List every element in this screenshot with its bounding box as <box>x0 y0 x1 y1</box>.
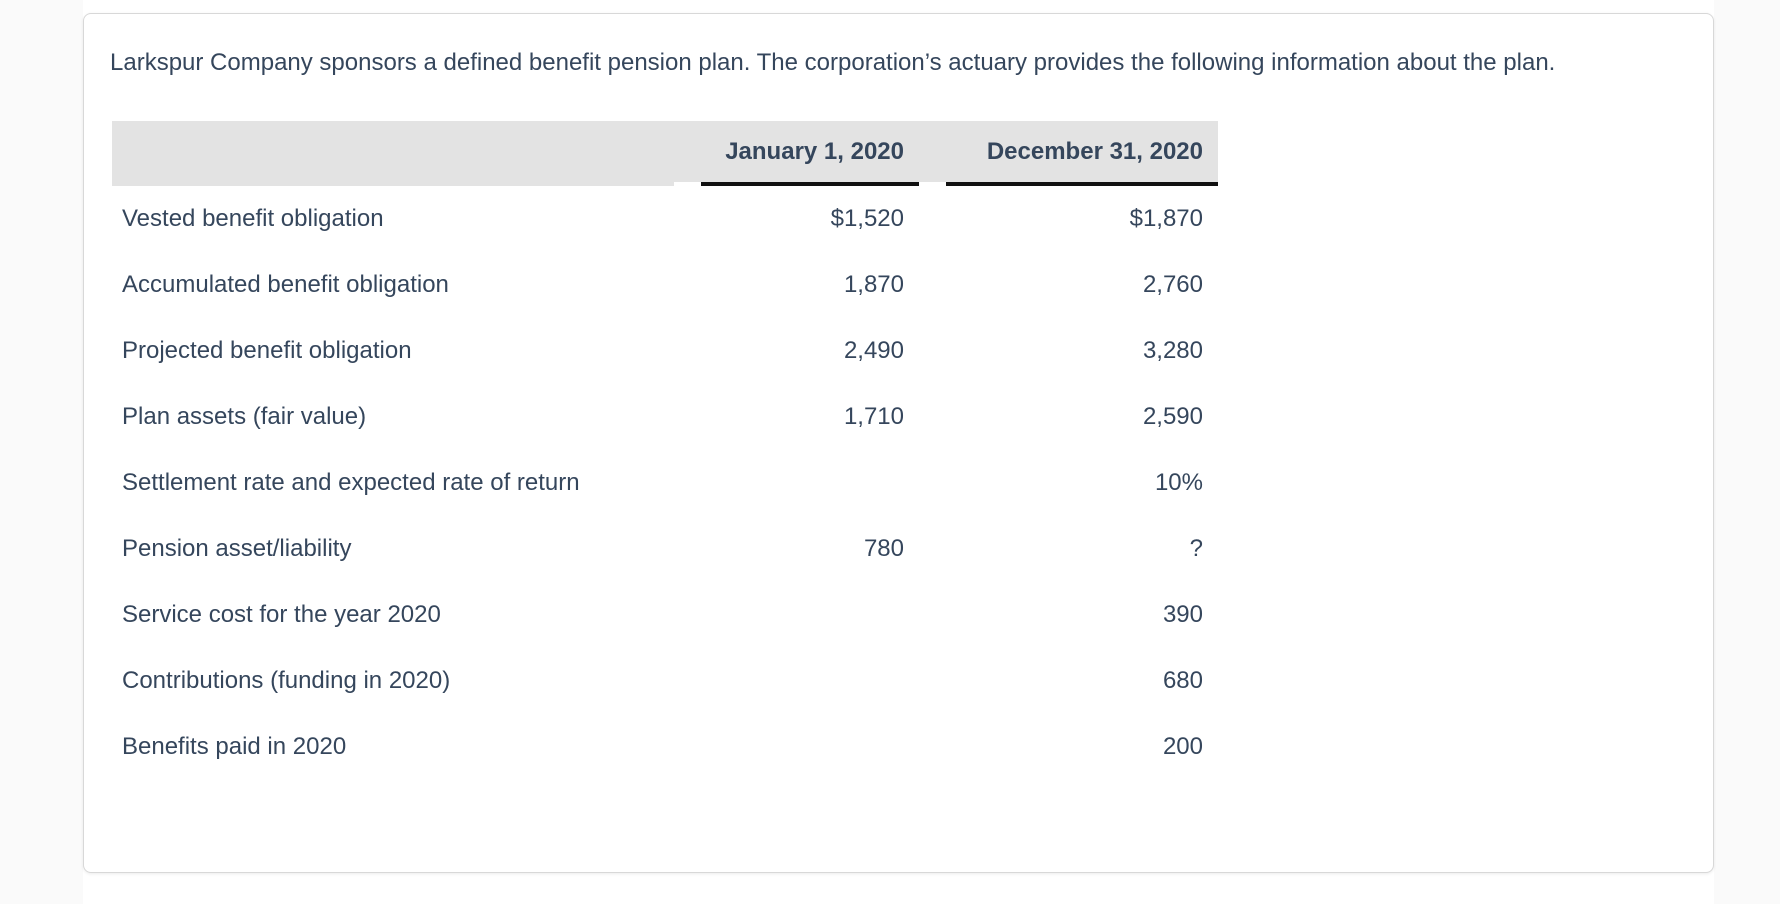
jan1-value: $1,520 <box>830 205 904 232</box>
left-gutter <box>0 0 83 904</box>
table-row: Service cost for the year 2020 390 <box>112 582 1218 648</box>
jan1-value: 1,710 <box>843 403 904 430</box>
question-card: Larkspur Company sponsors a defined bene… <box>83 13 1714 873</box>
row-label: Pension asset/liability <box>122 535 352 562</box>
dec31-value: 3,280 <box>1142 337 1203 364</box>
table-header-row: January 1, 2020 December 31, 2020 <box>112 121 1218 186</box>
table-row: Plan assets (fair value) 1,710 2,590 <box>112 384 1218 450</box>
row-label: Contributions (funding in 2020) <box>122 667 451 694</box>
dec31-value: 680 <box>1162 667 1203 694</box>
row-label: Benefits paid in 2020 <box>122 733 347 760</box>
table-row: Pension asset/liability 780 ? <box>112 516 1218 582</box>
table-row: Settlement rate and expected rate of ret… <box>112 450 1218 516</box>
pension-table: January 1, 2020 December 31, 2020 Vested… <box>112 121 1218 780</box>
row-label: Accumulated benefit obligation <box>122 271 449 298</box>
table-row: Benefits paid in 2020 200 <box>112 714 1218 780</box>
jan1-value <box>701 582 919 648</box>
dec31-value: 200 <box>1162 733 1203 760</box>
dec31-value: 2,760 <box>1142 271 1203 298</box>
dec31-value: 390 <box>1162 601 1203 628</box>
dec31-value: 2,590 <box>1142 403 1203 430</box>
dec31-value: $1,870 <box>1129 205 1203 232</box>
dec31-value: 10% <box>1154 469 1203 496</box>
header-january-1-2020: January 1, 2020 <box>701 121 919 186</box>
row-label: Service cost for the year 2020 <box>122 601 441 628</box>
jan1-value <box>701 450 919 516</box>
jan1-value: 1,870 <box>843 271 904 298</box>
jan1-value <box>701 714 919 780</box>
question-intro-text: Larkspur Company sponsors a defined bene… <box>110 49 1556 76</box>
row-label: Vested benefit obligation <box>122 205 384 232</box>
table-row: Projected benefit obligation 2,490 3,280 <box>112 318 1218 384</box>
dec31-value: ? <box>1189 535 1203 562</box>
row-label: Plan assets (fair value) <box>122 403 367 430</box>
jan1-value: 2,490 <box>843 337 904 364</box>
jan1-value: 780 <box>863 535 904 562</box>
table-row: Contributions (funding in 2020) 680 <box>112 648 1218 714</box>
row-label: Projected benefit obligation <box>122 337 412 364</box>
jan1-value <box>701 648 919 714</box>
right-gutter <box>1714 0 1780 904</box>
header-december-31-2020: December 31, 2020 <box>946 121 1218 186</box>
row-label: Settlement rate and expected rate of ret… <box>122 469 580 496</box>
table-row: Accumulated benefit obligation 1,870 2,7… <box>112 252 1218 318</box>
header-blank-cell <box>112 121 674 186</box>
table-row: Vested benefit obligation $1,520 $1,870 <box>112 186 1218 252</box>
